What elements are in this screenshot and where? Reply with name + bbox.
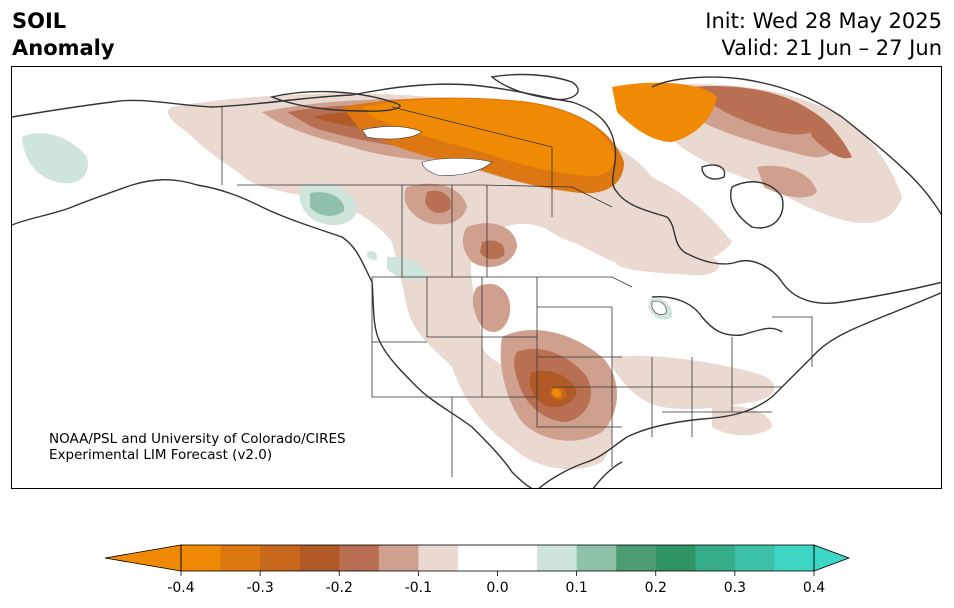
colorbar-bin: [734, 545, 775, 571]
colorbar-bin: [537, 545, 578, 571]
colorbar-bin: [418, 545, 459, 571]
colorbar-bin: [260, 545, 301, 571]
colorbar-bin: [457, 545, 538, 571]
map-canvas: [12, 73, 941, 488]
colorbar-bin: [655, 545, 696, 571]
colorbar-bin: [576, 545, 617, 571]
colorbar-tick-label: 0.2: [645, 580, 667, 596]
colorbar-tick-label: -0.2: [326, 580, 353, 596]
colorbar-below-frame: [104, 544, 182, 572]
coastline: [490, 73, 579, 101]
colorbar: -0.4 -0.3 -0.2 -0.1 0.0 0.1 0.2 0.3 0.4: [104, 544, 851, 596]
colorbar-tick-label: 0.4: [803, 580, 825, 596]
colorbar-bin: [339, 545, 380, 571]
colorbar-bin: [695, 545, 736, 571]
credit-text: NOAA/PSL and University of Colorado/CIRE…: [49, 431, 346, 463]
coastline: [269, 90, 401, 112]
anomaly-region: [612, 82, 717, 142]
coastline: [592, 461, 623, 488]
coastline: [701, 164, 726, 180]
anomaly-region: [387, 256, 427, 280]
dry-anomaly-shading: [167, 82, 902, 470]
init-date: Init: Wed 28 May 2025: [705, 9, 942, 33]
colorbar-above-frame: [813, 544, 851, 572]
credit-line-1: NOAA/PSL and University of Colorado/CIRE…: [49, 431, 346, 447]
map-title: SOIL Anomaly: [12, 8, 115, 62]
colorbar-bin: [774, 545, 815, 571]
border-line: [536, 277, 622, 428]
anomaly-region: [612, 355, 775, 410]
colorbar-bins: [181, 545, 815, 571]
anomaly-region: [310, 192, 345, 216]
colorbar-tick-label: -0.4: [167, 580, 194, 596]
valid-range: Valid: 21 Jun – 27 Jun: [721, 36, 942, 60]
border-line: [371, 277, 453, 477]
anomaly-region: [366, 251, 378, 261]
anomaly-region: [362, 98, 615, 177]
colorbar-bin: [220, 545, 261, 571]
map-panel: [11, 66, 942, 489]
lake: [421, 157, 493, 176]
anomaly-region: [552, 388, 562, 398]
lake: [651, 300, 667, 315]
colorbar-bin: [378, 545, 419, 571]
inland-lakes: [361, 126, 667, 315]
colorbar-tick-label: 0.3: [724, 580, 746, 596]
coastline: [12, 83, 941, 304]
credit-line-2: Experimental LIM Forecast (v2.0): [49, 447, 273, 463]
anomaly-region: [712, 405, 772, 436]
colorbar-tick-label: 0.1: [565, 580, 587, 596]
lake: [361, 126, 423, 140]
anomaly-region: [425, 190, 451, 213]
coastline: [651, 76, 941, 216]
border-line: [426, 277, 537, 338]
variable-kind: Anomaly: [12, 36, 115, 60]
border-line: [391, 106, 553, 148]
colorbar-tick-label: 0.0: [486, 580, 508, 596]
colorbar-tick-label: -0.1: [405, 580, 432, 596]
colorbar-bin: [616, 545, 657, 571]
colorbar-below-arrow: [105, 545, 181, 571]
anomaly-region: [531, 197, 712, 258]
wet-anomaly-shading: [22, 133, 673, 320]
anomaly-region: [692, 86, 824, 135]
border-line: [237, 184, 613, 208]
colorbar-ticks: -0.4 -0.3 -0.2 -0.1 0.0 0.1 0.2 0.3 0.4: [167, 571, 825, 596]
variable-name: SOIL: [12, 9, 67, 33]
forecast-dates: Init: Wed 28 May 2025 Valid: 21 Jun – 27…: [705, 8, 942, 62]
coastline: [12, 179, 533, 488]
political-boundaries: [221, 106, 813, 477]
anomaly-region: [22, 133, 88, 184]
anomaly-region: [480, 240, 505, 260]
colorbar-bin: [181, 545, 222, 571]
anomaly-region: [802, 107, 852, 159]
colorbar-bin: [299, 545, 340, 571]
coastline: [651, 295, 783, 336]
anomaly-region: [757, 165, 817, 198]
coastline: [730, 181, 784, 229]
colorbar-tick-label: -0.3: [246, 580, 273, 596]
colorbar-above-arrow: [814, 545, 849, 571]
border-line: [772, 316, 813, 367]
